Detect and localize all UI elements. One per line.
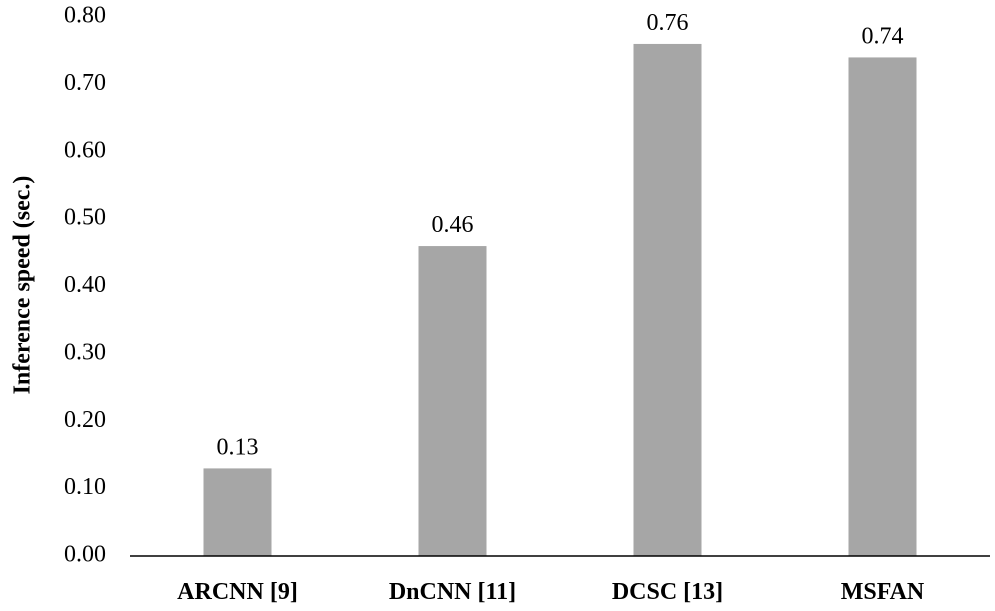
y-tick-labels: 0.00 0.10 0.20 0.30 0.40 0.50 0.60 0.70 0.80 xyxy=(64,3,106,568)
y-tick-label: 0.40 xyxy=(64,272,106,298)
bar xyxy=(848,57,917,557)
bar-data-label: 0.13 xyxy=(217,434,259,460)
y-tick-label: 0.00 xyxy=(64,542,106,568)
y-tick-label: 0.20 xyxy=(64,407,106,433)
y-tick-label: 0.30 xyxy=(64,339,106,365)
bar xyxy=(418,246,487,556)
bars xyxy=(203,43,917,557)
bar xyxy=(203,468,272,556)
x-category-label: MSFAN xyxy=(841,579,925,605)
bar-data-label: 0.46 xyxy=(432,212,474,238)
x-tick-labels: ARCNN [9] DnCNN [11] DCSC [13] MSFAN xyxy=(177,579,925,605)
data-labels: 0.13 0.46 0.76 0.74 xyxy=(217,10,904,460)
y-tick-label: 0.60 xyxy=(64,137,106,163)
y-tick-label: 0.50 xyxy=(64,205,106,231)
bar-data-label: 0.74 xyxy=(862,23,904,49)
x-category-label: ARCNN [9] xyxy=(177,579,298,605)
x-category-label: DCSC [13] xyxy=(612,579,723,605)
y-tick-label: 0.10 xyxy=(64,474,106,500)
y-tick-label: 0.70 xyxy=(64,70,106,96)
bar-data-label: 0.76 xyxy=(647,10,689,36)
bar xyxy=(633,43,702,556)
y-axis-title: Inference speed (sec.) xyxy=(10,176,36,395)
y-tick-label: 0.80 xyxy=(64,3,106,29)
x-category-label: DnCNN [11] xyxy=(389,579,516,605)
y-axis-title-group: Inference speed (sec.) xyxy=(10,176,36,395)
